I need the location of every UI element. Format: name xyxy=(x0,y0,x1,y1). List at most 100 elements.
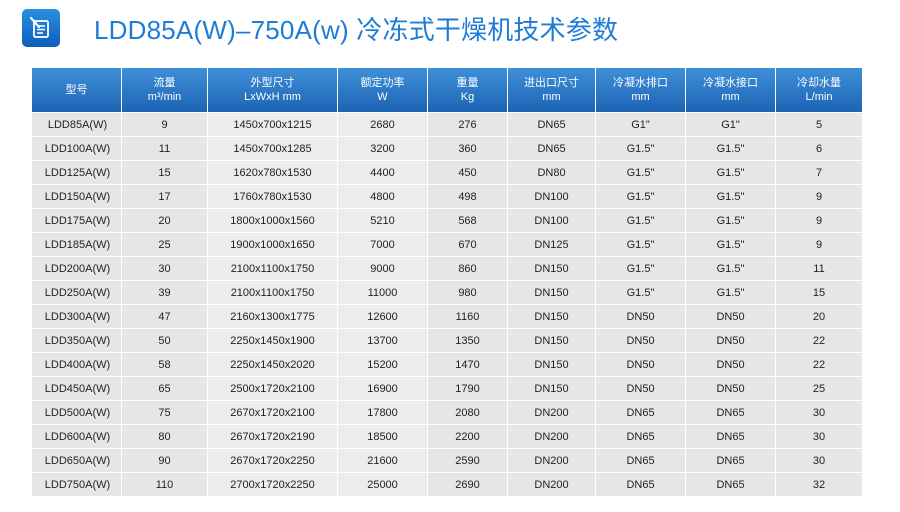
column-header: 额定功率 W xyxy=(338,68,428,112)
table-cell: 9000 xyxy=(338,256,428,280)
table-cell: G1.5" xyxy=(686,256,776,280)
table-cell: LDD125A(W) xyxy=(32,160,122,184)
table-cell: 9 xyxy=(776,232,862,256)
table-cell: 2250x1450x2020 xyxy=(208,352,338,376)
table-cell: 860 xyxy=(428,256,508,280)
table-cell: 22 xyxy=(776,328,862,352)
table-cell: 2680 xyxy=(338,112,428,136)
page-title: LDD85A(W)–750A(w) 冷冻式干燥机技术参数 xyxy=(94,14,619,45)
table-cell: 65 xyxy=(122,376,208,400)
table-cell: 568 xyxy=(428,208,508,232)
table-row: LDD450A(W) 65 2500x1720x2100 16900 1790 DN150… xyxy=(32,376,862,400)
table-cell: DN200 xyxy=(508,448,596,472)
table-cell: 12600 xyxy=(338,304,428,328)
table-cell: G1.5" xyxy=(596,184,686,208)
table-cell: DN65 xyxy=(596,448,686,472)
table-cell: 2700x1720x2250 xyxy=(208,472,338,496)
title-bar: LDD85A(W)–750A(w) 冷冻式干燥机技术参数 xyxy=(22,8,618,48)
table-cell: DN150 xyxy=(508,328,596,352)
table-cell: 30 xyxy=(122,256,208,280)
table-row: LDD200A(W) 30 2100x1100x1750 9000 860 DN150 G1… xyxy=(32,256,862,280)
column-header-label: 额定功率 xyxy=(360,77,405,89)
table-cell: DN50 xyxy=(596,304,686,328)
table-cell: 1620x780x1530 xyxy=(208,160,338,184)
table-cell: DN150 xyxy=(508,376,596,400)
table-cell: 2500x1720x2100 xyxy=(208,376,338,400)
table-cell: 80 xyxy=(122,424,208,448)
table-cell: LDD250A(W) xyxy=(32,280,122,304)
column-header-unit: m³/min xyxy=(147,91,182,103)
table-cell: DN150 xyxy=(508,256,596,280)
table-cell: 25 xyxy=(122,232,208,256)
table-cell: DN50 xyxy=(686,328,776,352)
table-cell: DN65 xyxy=(596,400,686,424)
table-row: LDD175A(W) 20 1800x1000x1560 5210 568 DN100 G1… xyxy=(32,208,862,232)
table-cell: 2670x1720x2100 xyxy=(208,400,338,424)
table-cell: 21600 xyxy=(338,448,428,472)
table-cell: LDD175A(W) xyxy=(32,208,122,232)
table-cell: DN50 xyxy=(596,328,686,352)
table-cell: 58 xyxy=(122,352,208,376)
table-cell: 39 xyxy=(122,280,208,304)
table-cell: 7000 xyxy=(338,232,428,256)
column-header-unit: L/min xyxy=(805,91,833,103)
column-header-label: 重量 xyxy=(456,77,479,89)
column-header-label: 外型尺寸 xyxy=(250,77,295,89)
table-row: LDD600A(W) 80 2670x1720x2190 18500 2200 DN200… xyxy=(32,424,862,448)
table-cell: 7 xyxy=(776,160,862,184)
table-cell: 360 xyxy=(428,136,508,160)
table-cell: 2200 xyxy=(428,424,508,448)
table-cell: DN65 xyxy=(686,400,776,424)
table-cell: 9 xyxy=(776,208,862,232)
table-cell: LDD100A(W) xyxy=(32,136,122,160)
table-cell: 2690 xyxy=(428,472,508,496)
table-cell: G1.5" xyxy=(686,136,776,160)
table-cell: 22 xyxy=(776,352,862,376)
table-row: LDD250A(W) 39 2100x1100x1750 11000 980 DN150 G… xyxy=(32,280,862,304)
table-cell: DN65 xyxy=(508,112,596,136)
table-cell: 11 xyxy=(776,256,862,280)
table-cell: 2670x1720x2250 xyxy=(208,448,338,472)
table-cell: 1160 xyxy=(428,304,508,328)
table-cell: 110 xyxy=(122,472,208,496)
table-cell: LDD400A(W) xyxy=(32,352,122,376)
spec-table-container: 型号 流量 m³/min 外型尺寸 LxWxH mm 额定功率 W 重量 Kg 进出口尺寸 mm 冷凝… xyxy=(32,68,862,496)
table-cell: 670 xyxy=(428,232,508,256)
column-header: 流量 m³/min xyxy=(122,68,208,112)
column-header: 冷凝水接口 mm xyxy=(686,68,776,112)
table-cell: 5 xyxy=(776,112,862,136)
table-cell: LDD350A(W) xyxy=(32,328,122,352)
column-header-label: 冷凝水排口 xyxy=(613,77,668,89)
table-cell: DN50 xyxy=(686,304,776,328)
table-row: LDD100A(W) 11 1450x700x1285 3200 360 DN65 G1.5… xyxy=(32,136,862,160)
column-header-label: 流量 xyxy=(153,77,176,89)
table-cell: 15 xyxy=(776,280,862,304)
table-cell: G1.5" xyxy=(686,232,776,256)
table-cell: 2160x1300x1775 xyxy=(208,304,338,328)
table-cell: G1.5" xyxy=(596,280,686,304)
table-cell: DN150 xyxy=(508,280,596,304)
table-cell: DN65 xyxy=(596,472,686,496)
table-cell: DN50 xyxy=(596,376,686,400)
table-cell: 20 xyxy=(122,208,208,232)
column-header-label: 冷却水量 xyxy=(797,77,841,89)
table-cell: 1470 xyxy=(428,352,508,376)
table-cell: 15 xyxy=(122,160,208,184)
column-header-label: 冷凝水接口 xyxy=(703,77,758,89)
table-cell: LDD500A(W) xyxy=(32,400,122,424)
document-pen-icon xyxy=(22,9,60,47)
table-cell: 980 xyxy=(428,280,508,304)
table-row: LDD85A(W) 9 1450x700x1215 2680 276 DN65 G1" G1"… xyxy=(32,112,862,136)
table-cell: LDD750A(W) xyxy=(32,472,122,496)
table-row: LDD750A(W) 110 2700x1720x2250 25000 2690 DN20… xyxy=(32,472,862,496)
table-cell: 11000 xyxy=(338,280,428,304)
table-row: LDD650A(W) 90 2670x1720x2250 21600 2590 DN200… xyxy=(32,448,862,472)
table-cell: 1800x1000x1560 xyxy=(208,208,338,232)
column-header-label: 进出口尺寸 xyxy=(524,77,579,89)
table-cell: DN200 xyxy=(508,472,596,496)
table-cell: 1900x1000x1650 xyxy=(208,232,338,256)
table-cell: DN100 xyxy=(508,184,596,208)
table-cell: DN80 xyxy=(508,160,596,184)
table-cell: 1450x700x1215 xyxy=(208,112,338,136)
column-header-unit: W xyxy=(377,91,388,103)
